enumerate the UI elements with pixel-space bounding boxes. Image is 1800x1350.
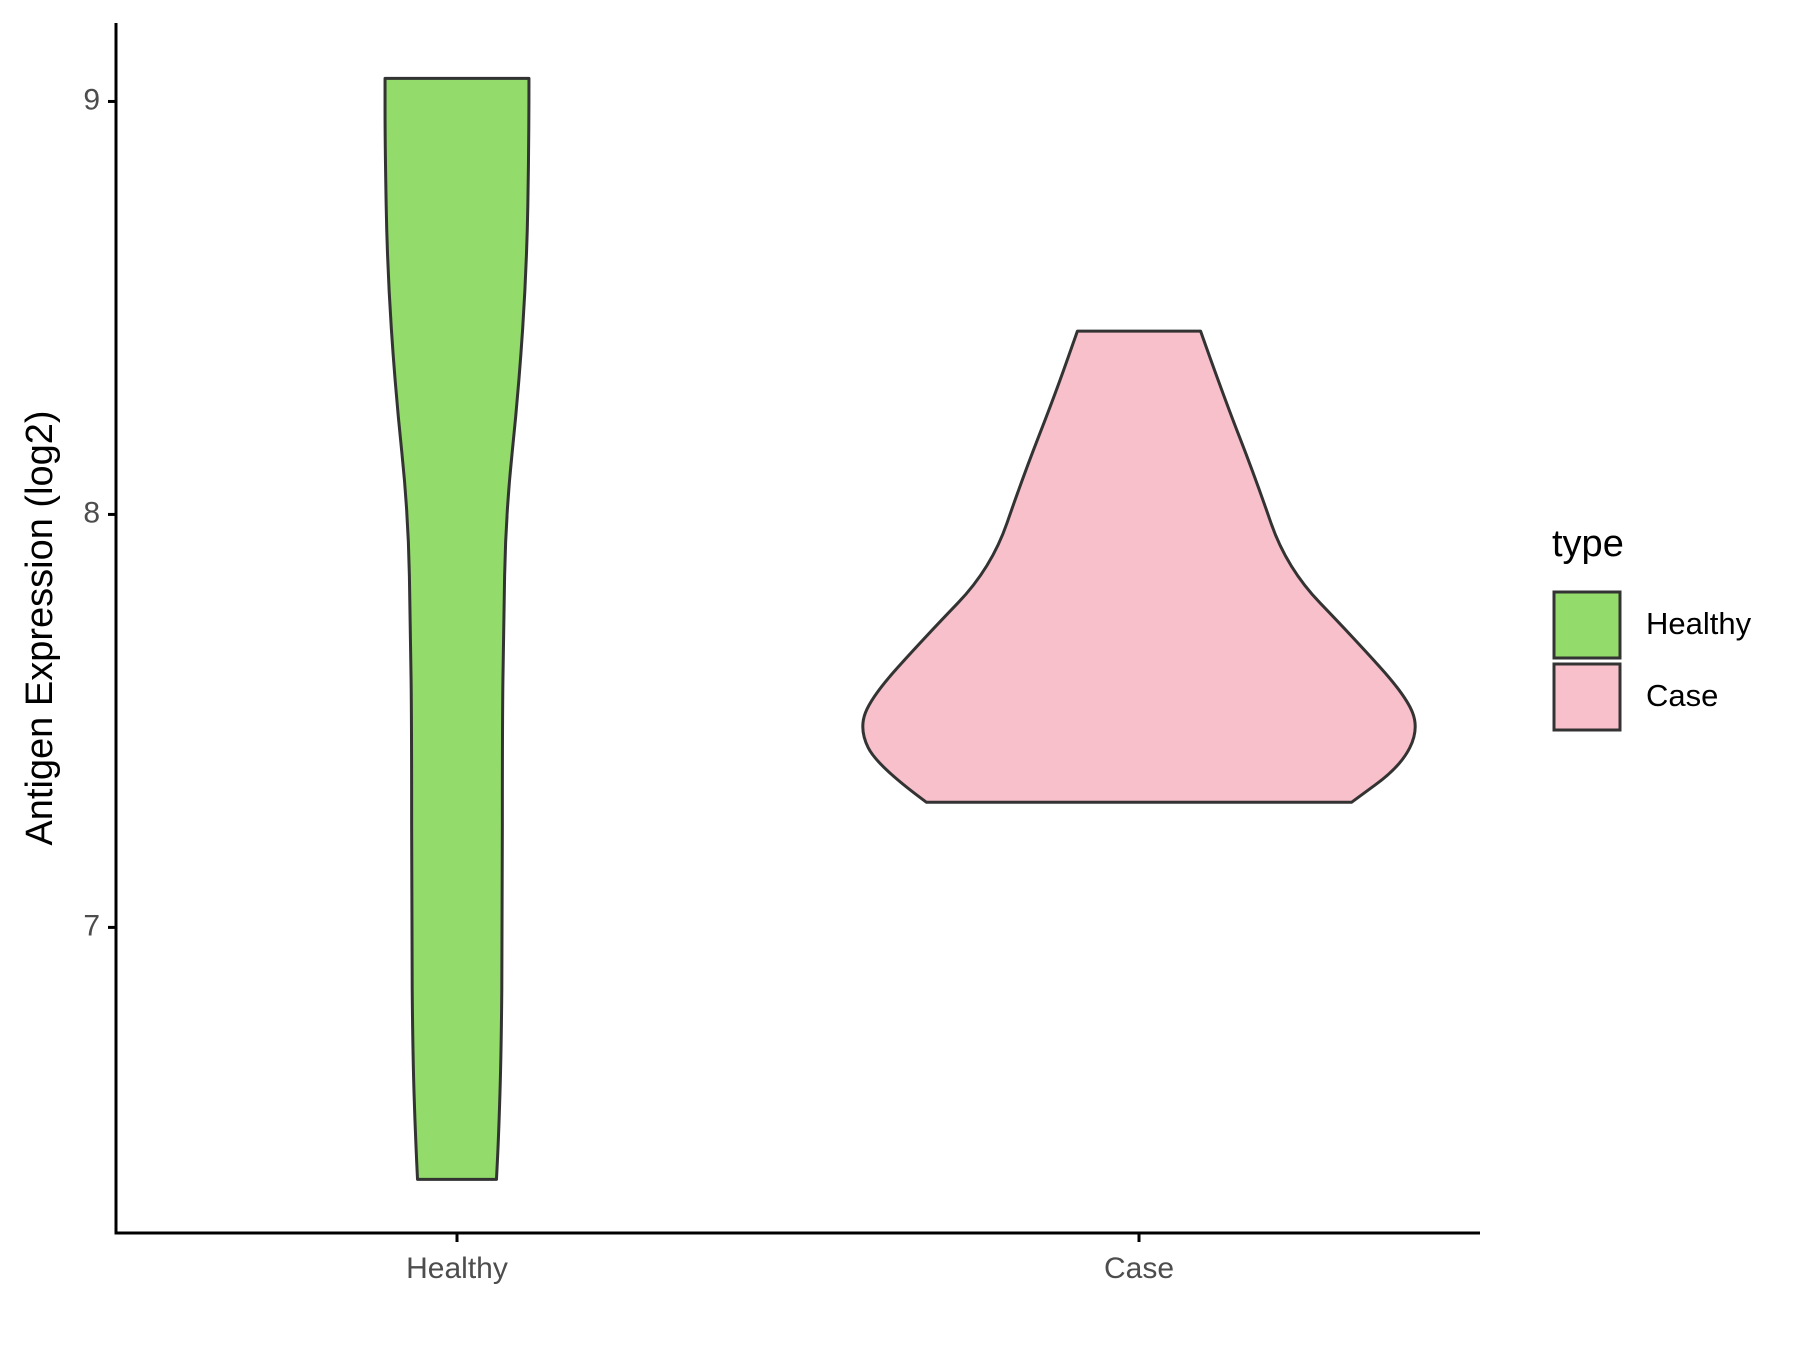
x-tick-label: Healthy <box>406 1252 508 1285</box>
violin <box>861 329 1417 804</box>
legend-title: type <box>1552 523 1624 565</box>
y-tick-label: 8 <box>83 496 100 529</box>
legend-key <box>1552 662 1622 732</box>
legend-key <box>1552 590 1622 660</box>
legend-label: Case <box>1646 678 1718 713</box>
legend-label: Healthy <box>1646 606 1752 641</box>
y-tick-label: 9 <box>83 83 100 116</box>
y-tick-label: 7 <box>83 909 100 942</box>
x-tick-label: Case <box>1104 1252 1174 1285</box>
violin <box>383 76 531 1181</box>
y-axis-title: Antigen Expression (log2) <box>19 410 61 845</box>
